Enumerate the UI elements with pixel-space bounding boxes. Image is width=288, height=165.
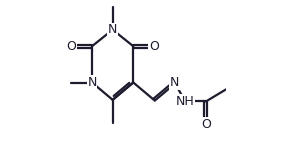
Text: NH: NH (176, 95, 195, 108)
Text: O: O (149, 40, 159, 53)
Text: N: N (170, 76, 179, 89)
Text: O: O (201, 118, 211, 131)
Text: N: N (108, 23, 117, 36)
Text: O: O (67, 40, 76, 53)
Text: N: N (87, 76, 97, 89)
